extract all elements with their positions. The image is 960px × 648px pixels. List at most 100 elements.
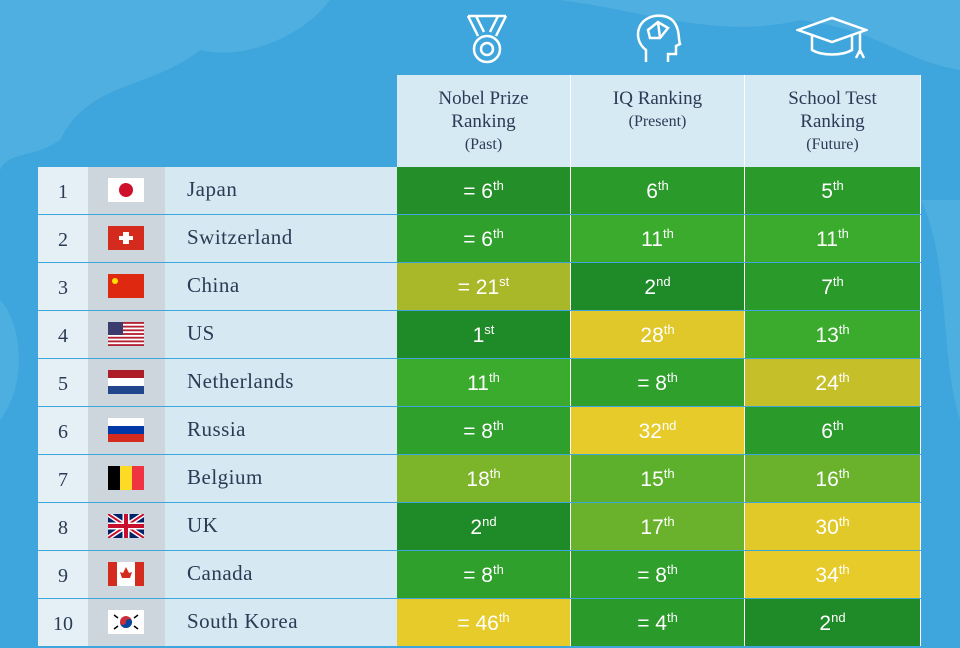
rank-cell: = 6th bbox=[397, 215, 571, 262]
ordinal-suffix: th bbox=[492, 562, 504, 577]
medal-icon bbox=[466, 14, 508, 64]
rank-value: 15 bbox=[640, 468, 664, 491]
flag-cell bbox=[88, 503, 165, 550]
country-name: UK bbox=[165, 503, 397, 550]
row-rank: 9 bbox=[38, 551, 88, 598]
rank-cell: = 8th bbox=[571, 359, 745, 406]
brain-icon bbox=[636, 14, 682, 62]
flag bbox=[108, 370, 144, 394]
rank-value: = 6 bbox=[463, 228, 493, 251]
row-rank: 5 bbox=[38, 359, 88, 406]
rank-cell: 6th bbox=[745, 407, 921, 454]
country-name: South Korea bbox=[165, 599, 397, 646]
rank-cell: 2nd bbox=[397, 503, 571, 550]
ordinal-suffix: th bbox=[666, 610, 678, 625]
rank-cell: = 4th bbox=[571, 599, 745, 646]
flag bbox=[108, 274, 144, 298]
rank-value: = 8 bbox=[637, 564, 667, 587]
flag bbox=[108, 178, 144, 202]
ordinal-suffix: th bbox=[498, 610, 510, 625]
rank-value: 1 bbox=[472, 324, 485, 347]
flag-cell bbox=[88, 455, 165, 502]
column-title: Nobel Prize Ranking bbox=[438, 88, 529, 132]
rank-cell: = 8th bbox=[397, 407, 571, 454]
row-rank: 4 bbox=[38, 311, 88, 358]
ordinal-suffix: th bbox=[492, 178, 504, 193]
rank-cell: = 21st bbox=[397, 263, 571, 310]
rank-value: 16 bbox=[815, 468, 839, 491]
ordinal-suffix: th bbox=[832, 418, 844, 433]
row-rank: 6 bbox=[38, 407, 88, 454]
rank-cell: 11th bbox=[571, 215, 745, 262]
ordinal-suffix: th bbox=[666, 562, 678, 577]
country-name: Switzerland bbox=[165, 215, 397, 262]
ordinal-suffix: th bbox=[488, 370, 500, 385]
rank-value: 17 bbox=[640, 516, 664, 539]
rank-value: 18 bbox=[466, 468, 490, 491]
rank-value: 30 bbox=[815, 516, 839, 539]
flag bbox=[108, 322, 144, 346]
rank-cell: 7th bbox=[745, 263, 921, 310]
ordinal-suffix: nd bbox=[661, 418, 677, 433]
country-name: Belgium bbox=[165, 455, 397, 502]
rank-value: 2 bbox=[470, 516, 483, 539]
rank-value: 6 bbox=[646, 180, 658, 203]
column-period: (Past) bbox=[464, 136, 503, 153]
rank-value: 5 bbox=[821, 180, 833, 203]
flag bbox=[108, 226, 144, 250]
row-rank: 10 bbox=[38, 599, 88, 646]
rank-value: 11 bbox=[816, 228, 838, 251]
rank-cell: 28th bbox=[571, 311, 745, 358]
ordinal-suffix: th bbox=[838, 514, 850, 529]
ordinal-suffix: th bbox=[657, 178, 669, 193]
rank-value: = 4 bbox=[637, 612, 667, 635]
country-name: Canada bbox=[165, 551, 397, 598]
column-period: (Future) bbox=[806, 136, 859, 153]
ordinal-suffix: th bbox=[663, 322, 675, 337]
ordinal-suffix: th bbox=[832, 274, 844, 289]
ordinal-suffix: th bbox=[663, 514, 675, 529]
rank-value: 34 bbox=[815, 564, 839, 587]
column-title: School Test Ranking bbox=[788, 88, 877, 132]
ordinal-suffix: st bbox=[484, 322, 495, 337]
rank-value: = 46 bbox=[457, 612, 499, 635]
rank-value: 6 bbox=[821, 420, 833, 443]
ordinal-suffix: th bbox=[492, 226, 504, 241]
row-rank: 1 bbox=[38, 167, 88, 214]
rank-cell: 32nd bbox=[571, 407, 745, 454]
rank-value: 13 bbox=[815, 324, 839, 347]
ordinal-suffix: nd bbox=[656, 274, 671, 289]
ordinal-suffix: st bbox=[499, 274, 510, 289]
rank-value: 11 bbox=[467, 372, 489, 395]
rank-value: 2 bbox=[644, 276, 657, 299]
rank-cell: 2nd bbox=[745, 599, 921, 646]
rank-cell: 18th bbox=[397, 455, 571, 502]
ordinal-suffix: th bbox=[666, 370, 678, 385]
flag bbox=[108, 610, 144, 634]
flag bbox=[108, 562, 144, 586]
flag-cell bbox=[88, 215, 165, 262]
rank-value: = 8 bbox=[637, 372, 667, 395]
row-rank: 2 bbox=[38, 215, 88, 262]
rank-value: 7 bbox=[821, 276, 833, 299]
rank-cell: 1st bbox=[397, 311, 571, 358]
ordinal-suffix: th bbox=[838, 370, 850, 385]
rank-cell: 30th bbox=[745, 503, 921, 550]
rank-cell: 16th bbox=[745, 455, 921, 502]
rank-cell: 13th bbox=[745, 311, 921, 358]
rank-value: 11 bbox=[641, 228, 663, 251]
column-header: IQ Ranking (Present) bbox=[571, 75, 745, 167]
country-name: Russia bbox=[165, 407, 397, 454]
ordinal-suffix: th bbox=[492, 418, 504, 433]
rank-value: 2 bbox=[819, 612, 832, 635]
rank-value: 28 bbox=[640, 324, 664, 347]
flag bbox=[108, 466, 144, 490]
rank-cell: 11th bbox=[745, 215, 921, 262]
column-title: IQ Ranking bbox=[612, 88, 703, 109]
ordinal-suffix: th bbox=[838, 562, 850, 577]
rank-cell: 2nd bbox=[571, 263, 745, 310]
rank-cell: = 8th bbox=[571, 551, 745, 598]
ordinal-suffix: th bbox=[838, 322, 850, 337]
